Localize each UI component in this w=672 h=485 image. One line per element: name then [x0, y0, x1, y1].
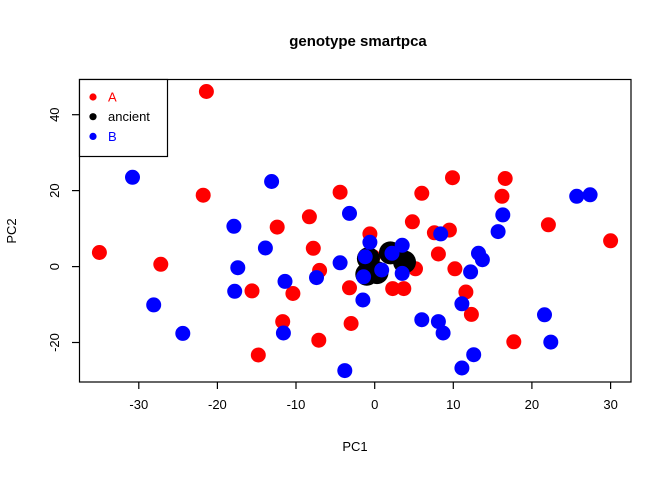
- data-point: [230, 260, 246, 276]
- y-axis: -20 0 20 40: [47, 107, 79, 352]
- data-point: [374, 262, 390, 278]
- data-point: [332, 255, 348, 271]
- data-point: [356, 269, 372, 285]
- data-point: [603, 233, 619, 249]
- y-tick-label: 20: [47, 183, 62, 197]
- legend-marker-ancient: [89, 113, 97, 121]
- data-point: [569, 188, 585, 204]
- data-point: [582, 187, 598, 203]
- y-tick-label: -20: [47, 333, 62, 352]
- data-point: [463, 306, 479, 322]
- data-points-layer: [91, 84, 619, 379]
- data-point: [227, 283, 243, 299]
- series-B: [125, 169, 598, 379]
- data-point: [244, 283, 260, 299]
- data-point: [357, 249, 373, 265]
- data-point: [264, 174, 280, 189]
- data-point: [355, 292, 371, 308]
- y-tick-label: 0: [47, 263, 62, 270]
- data-point: [257, 240, 273, 256]
- data-point: [506, 334, 522, 350]
- data-point: [198, 84, 214, 99]
- data-point: [445, 170, 460, 186]
- data-point: [447, 261, 463, 277]
- x-tick-label: -30: [129, 397, 148, 412]
- data-point: [332, 184, 348, 200]
- plot-title: genotype smartpca: [289, 33, 427, 50]
- data-point: [384, 245, 400, 261]
- x-tick-label: 10: [446, 397, 460, 412]
- data-point: [458, 284, 474, 300]
- data-point: [311, 332, 327, 348]
- data-point: [474, 252, 490, 268]
- data-point: [497, 171, 513, 186]
- data-point: [543, 334, 559, 350]
- series-A: [91, 84, 619, 363]
- data-point: [275, 314, 291, 330]
- x-tick-label: -20: [208, 397, 227, 412]
- data-point: [250, 347, 266, 363]
- data-point: [285, 286, 301, 301]
- legend-label-B: B: [108, 129, 117, 144]
- data-point: [269, 219, 285, 235]
- x-tick-label: 20: [525, 397, 539, 412]
- data-point: [277, 273, 293, 289]
- data-point: [430, 314, 446, 330]
- data-point: [153, 256, 169, 272]
- x-axis: -30 -20 -10 0 10 20 30: [129, 382, 618, 412]
- data-point: [463, 264, 479, 280]
- data-point: [466, 347, 482, 363]
- data-point: [125, 169, 140, 185]
- data-point: [414, 185, 430, 201]
- data-point: [430, 246, 446, 262]
- x-axis-label: PC1: [342, 439, 367, 454]
- x-tick-label: -10: [287, 397, 306, 412]
- data-point: [540, 217, 556, 233]
- data-point: [454, 360, 470, 376]
- data-point: [301, 209, 317, 225]
- data-point: [146, 297, 162, 313]
- data-point: [343, 316, 359, 331]
- y-axis-label: PC2: [4, 218, 19, 243]
- plot-box: [78, 78, 632, 383]
- data-point: [337, 363, 353, 379]
- data-point: [275, 325, 291, 341]
- data-point: [342, 205, 357, 221]
- data-point: [305, 240, 321, 256]
- x-tick-label: 30: [603, 397, 617, 412]
- x-tick-label: 0: [371, 397, 378, 412]
- data-point: [309, 270, 324, 286]
- data-point: [495, 207, 511, 223]
- legend-marker-B: [89, 132, 97, 140]
- data-point: [226, 218, 242, 234]
- data-point: [404, 214, 420, 230]
- data-point: [195, 187, 211, 203]
- data-point: [537, 307, 552, 323]
- data-point: [433, 226, 449, 242]
- data-point: [394, 265, 410, 281]
- data-point: [385, 281, 401, 297]
- data-point: [490, 224, 506, 240]
- data-point: [435, 325, 451, 341]
- data-point: [394, 237, 410, 253]
- legend-label-ancient: ancient: [108, 109, 150, 124]
- data-point: [414, 312, 430, 328]
- data-point: [342, 280, 357, 296]
- data-point: [175, 325, 191, 341]
- data-point: [396, 281, 412, 297]
- data-point: [91, 245, 107, 260]
- data-point: [494, 188, 510, 204]
- legend-label-A: A: [108, 90, 117, 105]
- data-point: [454, 296, 470, 312]
- data-point: [362, 234, 378, 250]
- y-tick-label: 40: [47, 107, 62, 121]
- legend-marker-A: [89, 93, 97, 101]
